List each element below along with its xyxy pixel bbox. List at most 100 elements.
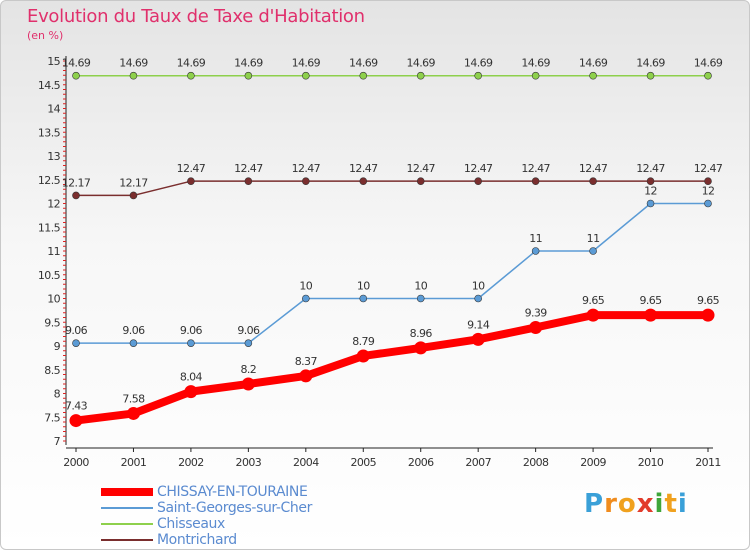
data-point	[129, 339, 138, 347]
data-point	[704, 71, 712, 80]
data-point	[474, 177, 482, 185]
data-label: 8.79	[352, 335, 375, 348]
data-point	[359, 177, 368, 185]
data-label: 12.47	[694, 162, 723, 175]
data-label: 10	[299, 280, 312, 293]
y-tick-label: 10	[47, 293, 60, 306]
data-point	[474, 71, 482, 80]
data-label: 10	[357, 280, 370, 293]
data-point	[589, 177, 597, 185]
data-point	[416, 71, 425, 80]
data-label: 14.69	[292, 57, 321, 70]
x-tick-label: 2003	[236, 456, 262, 469]
data-label: 14.69	[234, 57, 263, 70]
data-label: 8.2	[241, 363, 257, 376]
data-point	[414, 341, 428, 355]
data-label: 11	[529, 232, 542, 245]
x-tick-label: 2004	[293, 456, 319, 469]
data-point	[244, 177, 253, 185]
data-label: 12.17	[62, 176, 91, 189]
legend-swatch	[101, 523, 153, 525]
data-label: 14.69	[464, 57, 493, 70]
data-point	[701, 308, 715, 322]
data-label: 9.14	[467, 318, 490, 331]
data-label: 14.69	[349, 57, 378, 70]
data-point	[646, 71, 655, 80]
x-tick-label: 2009	[580, 456, 606, 469]
data-label: 12.17	[119, 176, 148, 189]
y-tick-label: 12	[47, 198, 60, 211]
data-point	[302, 294, 310, 303]
data-point	[359, 294, 368, 303]
data-point	[589, 71, 597, 80]
data-point	[187, 339, 195, 347]
data-point	[474, 294, 482, 303]
data-label: 14.69	[406, 57, 435, 70]
data-point	[126, 406, 140, 420]
logo-letter: i	[677, 489, 688, 519]
data-label: 9.06	[180, 324, 203, 337]
y-tick-label: 14.5	[38, 79, 61, 92]
data-label: 8.37	[295, 355, 318, 368]
data-label: 14.69	[694, 57, 723, 70]
data-label: 9.39	[525, 306, 548, 319]
legend-swatch	[101, 488, 153, 496]
x-tick-label: 2006	[408, 456, 434, 469]
x-tick-label: 2011	[695, 456, 721, 469]
data-label: 11	[587, 232, 600, 245]
data-point	[72, 191, 80, 200]
logo-letter: o	[617, 489, 637, 519]
data-label: 12.47	[406, 162, 435, 175]
data-point	[187, 177, 195, 185]
data-label: 7.58	[122, 392, 145, 405]
y-tick-label: 12.5	[38, 174, 61, 187]
y-tick-label: 10.5	[38, 269, 61, 282]
legend-label: Chisseaux	[157, 516, 225, 532]
data-label: 9.65	[697, 294, 720, 307]
y-tick-label: 11.5	[38, 221, 61, 234]
series-line-chissay-en-touraine	[72, 311, 712, 425]
legend-label: Saint-Georges-sur-Cher	[157, 500, 312, 516]
data-point	[531, 247, 540, 255]
y-tick-label: 8.5	[44, 364, 60, 377]
y-tick-label: 7	[54, 435, 61, 448]
data-label: 12.47	[521, 162, 550, 175]
data-label: 14.69	[177, 57, 206, 70]
data-point	[72, 71, 80, 80]
y-tick-label: 14	[47, 103, 60, 116]
data-point	[644, 308, 658, 322]
data-label: 9.06	[122, 324, 145, 337]
x-tick-label: 2005	[350, 456, 376, 469]
data-label: 12.47	[349, 162, 378, 175]
y-tick-label: 15	[47, 55, 60, 68]
data-label: 14.69	[521, 57, 550, 70]
data-label: 8.04	[180, 371, 203, 384]
data-label: 9.06	[65, 324, 88, 337]
data-point	[471, 332, 485, 346]
y-tick-label: 13	[47, 150, 60, 163]
logo-letter: i	[654, 489, 665, 519]
data-label: 14.69	[579, 57, 608, 70]
data-point	[72, 339, 80, 347]
data-point	[646, 199, 655, 208]
legend-label: CHISSAY-EN-TOURAINE	[157, 484, 308, 500]
data-point	[299, 369, 313, 383]
logo-letter: t	[664, 489, 678, 519]
data-point	[241, 377, 255, 391]
x-tick-label: 2008	[523, 456, 549, 469]
data-label: 10	[414, 280, 427, 293]
data-label: 14.69	[62, 57, 91, 70]
data-label: 12.47	[579, 162, 608, 175]
data-point	[531, 71, 540, 80]
y-tick-label: 11	[47, 245, 60, 258]
data-label: 14.69	[119, 57, 148, 70]
data-label: 14.69	[636, 57, 665, 70]
data-point	[704, 199, 712, 208]
data-label: 12	[644, 185, 657, 198]
x-tick-label: 2007	[465, 456, 491, 469]
series-line-saint-georges-sur-cher	[75, 202, 709, 344]
y-tick-label: 7.5	[44, 411, 60, 424]
x-tick-label: 2000	[63, 456, 89, 469]
data-label: 12	[702, 185, 715, 198]
